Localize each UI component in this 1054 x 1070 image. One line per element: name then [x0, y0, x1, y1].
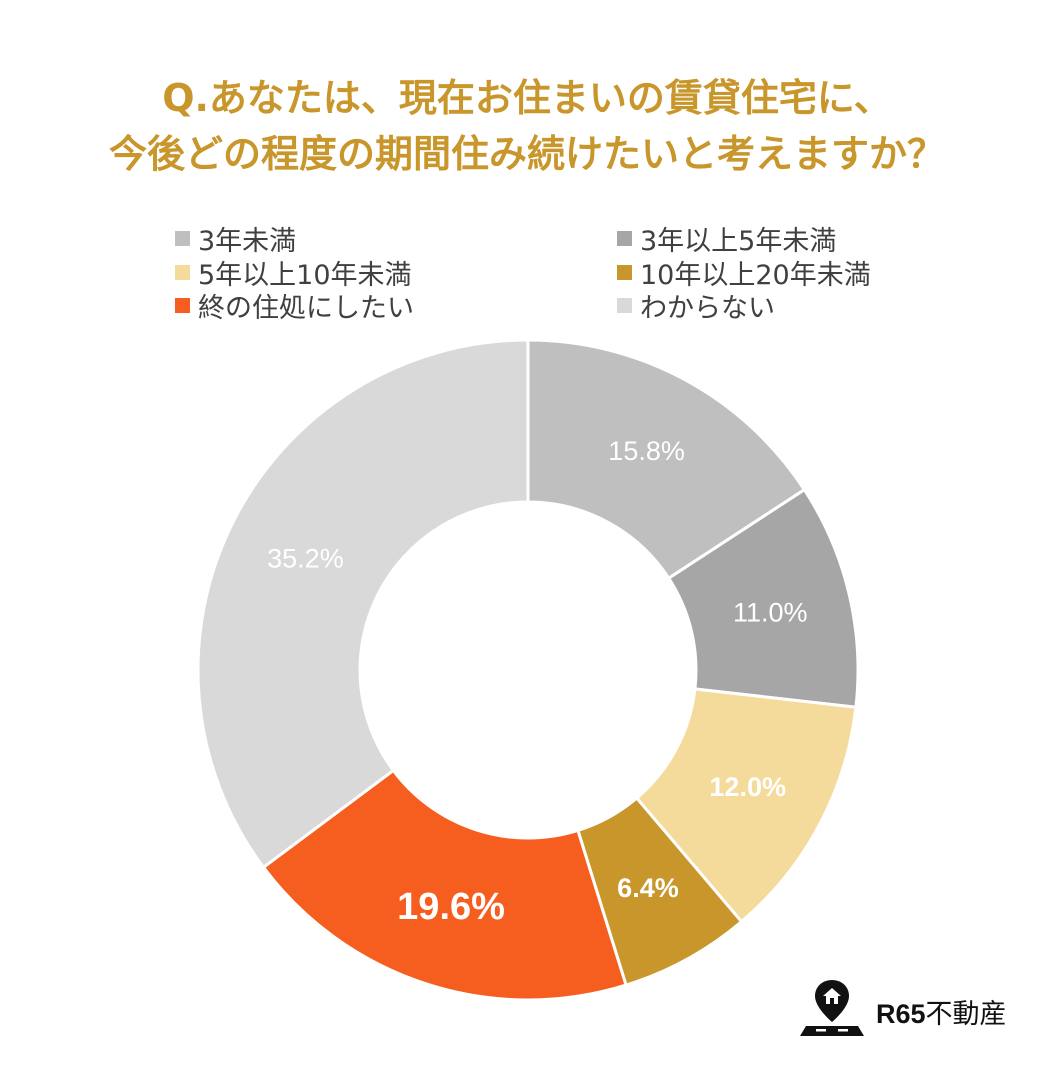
slice-5-to-10-years — [634, 687, 858, 924]
legend-label: 5年以上10年未満 — [198, 260, 412, 291]
slice-label-10-to-20-years: 6.4% — [617, 873, 679, 903]
legend-label: 10年以上20年未満 — [640, 260, 871, 291]
chart-title-line-2: 今後どの程度の期間住み続けたいと考えますか？ — [108, 132, 945, 176]
legend-item-3-to-5-years: 3年以上5年未満 — [617, 219, 836, 258]
legend-swatch — [617, 265, 632, 280]
brand-name-bold: R65 — [876, 999, 926, 1029]
brand-logo: R65不動産 — [798, 978, 1038, 1038]
legend-label: わからない — [640, 293, 775, 324]
chart-title: Q.あなたは、現在お住まいの賃貸住宅に、 今後どの程度の期間住み続けたいと考えま… — [0, 70, 1054, 182]
slice-label-final-home: 19.6% — [397, 886, 505, 928]
slice-label-3-to-5-years: 11.0% — [733, 598, 808, 628]
legend-label: 3年以上5年未満 — [640, 226, 837, 257]
legend-item-under-3-years: 3年未満 — [175, 219, 296, 258]
slice-final-home — [261, 768, 628, 1002]
legend-item-5-to-10-years: 5年以上10年未満 — [175, 253, 412, 292]
brand-name-rest: 不動産 — [925, 999, 1007, 1029]
legend-item-final-home: 終の住処にしたい — [175, 286, 414, 325]
donut-slices — [196, 338, 860, 1002]
legend-swatch — [617, 298, 632, 313]
slice-label-unknown: 35.2% — [267, 543, 344, 573]
legend-swatch — [617, 231, 632, 246]
legend-item-10-to-20-years: 10年以上20年未満 — [617, 253, 871, 292]
legend-swatch — [175, 265, 190, 280]
slice-label-under-3-years: 15.8% — [608, 436, 685, 466]
legend-swatch — [175, 298, 190, 313]
legend-label: 3年未満 — [198, 226, 297, 257]
legend-swatch — [175, 231, 190, 246]
slice-under-3-years — [526, 338, 807, 581]
brand-name: R65不動産 — [876, 992, 1007, 1031]
donut-labels: 15.8% 11.0% 12.0% 6.4% 19.6% 35.2% — [267, 436, 807, 928]
map-pin-home-icon — [800, 980, 864, 1036]
legend-label: 終の住処にしたい — [198, 293, 414, 324]
chart-legend: 3年未満 3年以上5年未満 5年以上10年未満 10年以上20年未満 終の住処に… — [0, 0, 1054, 330]
legend-item-unknown: わからない — [617, 286, 775, 325]
chart-title-line-1: Q.あなたは、現在お住まいの賃貸住宅に、 — [162, 76, 892, 120]
slice-label-5-to-10-years: 12.0% — [709, 772, 786, 802]
slice-3-to-5-years — [666, 487, 860, 709]
slice-unknown — [196, 338, 530, 870]
